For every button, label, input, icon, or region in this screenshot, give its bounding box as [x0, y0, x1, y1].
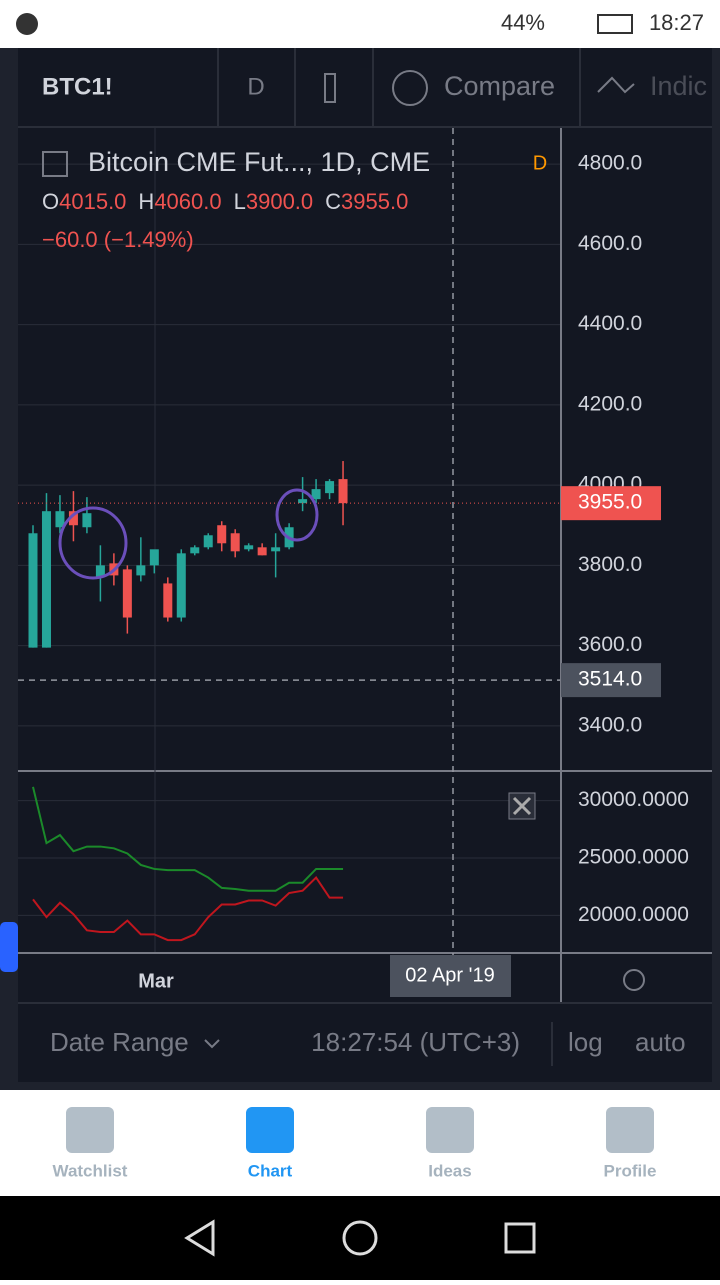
candle-body [176, 553, 186, 618]
date-tag [390, 955, 511, 997]
candle-icon[interactable] [324, 73, 336, 103]
candle-body [55, 511, 65, 528]
o-label: O [42, 189, 59, 214]
candle-body [149, 549, 159, 566]
back-button[interactable] [184, 1219, 215, 1257]
nav-icon[interactable] [426, 1107, 474, 1153]
y-tick-label: 4800.0 [578, 152, 642, 175]
candle-body [28, 533, 38, 648]
h: 4060.0 [154, 189, 221, 214]
y-tick-label: 3400.0 [578, 713, 642, 736]
indicator-line [32, 786, 344, 892]
side-handle[interactable] [0, 922, 18, 972]
date-range[interactable]: Date Range [50, 1027, 189, 1057]
y-tick-label: 4200.0 [578, 392, 642, 415]
nav-label[interactable]: Chart [248, 1161, 293, 1180]
indicator-line [32, 875, 344, 942]
nav-icon [16, 13, 38, 35]
close-x [512, 796, 532, 816]
indicator-icon[interactable] [597, 76, 635, 94]
date-label: 02 Apr '19 [405, 964, 494, 986]
price-pane [18, 163, 560, 727]
c: 3955.0 [341, 189, 408, 214]
y-tick-label: 30000.0000 [578, 788, 689, 811]
l: 3900.0 [246, 189, 313, 214]
nav-label[interactable]: Watchlist [53, 1161, 128, 1180]
candle-body [298, 499, 308, 504]
indicators[interactable]: Indic [650, 71, 707, 101]
y-tick-label: 3800.0 [578, 553, 642, 576]
time: 18:27 [649, 10, 704, 35]
home-button[interactable] [342, 1220, 378, 1256]
candle-body [338, 479, 348, 504]
crosshair-tag [561, 663, 661, 698]
candle-body [82, 513, 92, 528]
clock: 18:27:54 (UTC+3) [311, 1027, 520, 1057]
y-tick-label: 20000.0000 [578, 903, 689, 926]
candle-body [325, 481, 335, 494]
h-label: H [138, 189, 154, 214]
l-label: L [234, 189, 246, 214]
y-tick-label: 4400.0 [578, 312, 642, 335]
ohlc: O4015.0 H4060.0 L3900.0 C3955.0 [42, 189, 408, 214]
c-label: C [325, 189, 341, 214]
change: −60.0 (−1.49%) [42, 227, 194, 252]
status-bar [0, 0, 720, 48]
crosshair-label: 3514.0 [578, 668, 642, 691]
nav-icon[interactable] [246, 1107, 294, 1153]
candle-body [41, 511, 51, 648]
legend-title: Bitcoin CME Fut..., 1D, CME [88, 147, 430, 177]
candle-body [95, 565, 105, 578]
candle-body [244, 545, 254, 550]
last-price-tag [561, 486, 661, 521]
battery-icon [597, 14, 633, 34]
o: 4015.0 [59, 189, 126, 214]
system-nav [0, 1196, 720, 1280]
nav-icon[interactable] [66, 1107, 114, 1153]
chevron [204, 1039, 220, 1049]
nav-label[interactable]: Profile [604, 1161, 657, 1180]
bottom-nav [0, 1090, 720, 1196]
symbol[interactable]: BTC1! [42, 73, 113, 100]
annotation-circle [275, 488, 319, 542]
log-toggle[interactable]: log [568, 1027, 603, 1057]
nav-icon[interactable] [606, 1107, 654, 1153]
x-tick-label: Mar [138, 970, 174, 992]
candle-body [190, 547, 200, 554]
annotation-circle [58, 506, 128, 580]
candle-body [230, 533, 240, 552]
nav-label[interactable]: Ideas [428, 1161, 471, 1180]
legend-badge: D [533, 152, 547, 174]
y-tick-label: 25000.0000 [578, 846, 689, 869]
expand-icon[interactable] [42, 151, 68, 177]
last-price-label: 3955.0 [578, 491, 642, 514]
candle-body [163, 583, 173, 618]
battery: 44% [501, 10, 545, 35]
compare[interactable]: Compare [444, 71, 555, 101]
settings-icon[interactable] [623, 969, 645, 991]
candle-body [271, 547, 281, 552]
candle-body [203, 535, 213, 548]
indicator-pane [18, 786, 560, 942]
compare-icon[interactable] [392, 70, 428, 106]
recents-button[interactable] [504, 1222, 536, 1254]
candle-body [257, 547, 267, 556]
candle-body [136, 565, 146, 576]
y-tick-label: 3600.0 [578, 633, 642, 656]
candle-body [122, 569, 132, 618]
candle-body [217, 525, 227, 544]
candle-body [311, 489, 321, 500]
interval[interactable]: D [247, 73, 264, 100]
candle-body [68, 511, 78, 526]
auto-toggle[interactable]: auto [635, 1027, 686, 1057]
y-tick-label: 4600.0 [578, 232, 642, 255]
